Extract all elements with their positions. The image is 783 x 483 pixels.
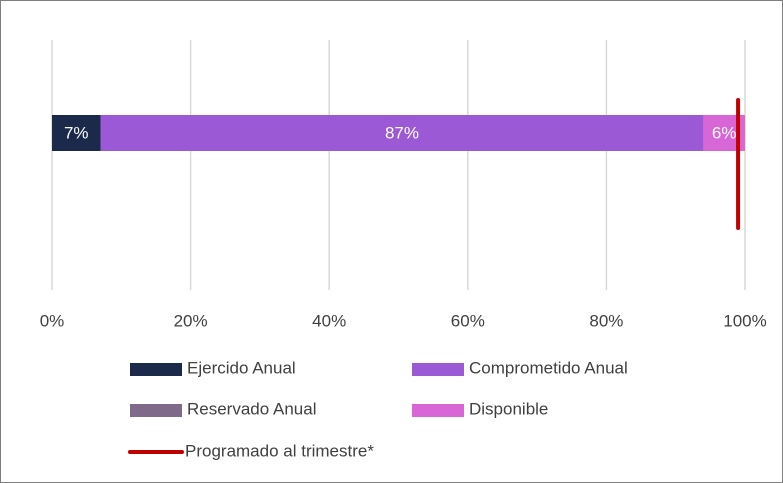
x-tick-label: 60% [451, 311, 485, 330]
data-label: 6% [712, 123, 737, 142]
x-tick-label: 100% [723, 311, 766, 330]
legend-label: Programado al trimestre* [185, 441, 374, 460]
legend-swatch [412, 404, 464, 417]
legend-swatch [412, 363, 464, 376]
data-label: 87% [385, 123, 419, 142]
legend-label: Reservado Anual [187, 399, 316, 418]
x-tick-label: 20% [174, 311, 208, 330]
legend-label: Disponible [469, 399, 548, 418]
legend-label: Ejercido Anual [187, 358, 296, 377]
legend-swatch [130, 363, 182, 376]
x-tick-label: 0% [40, 311, 65, 330]
x-tick-label: 40% [312, 311, 346, 330]
legend-swatch [130, 404, 182, 417]
bar-segment [52, 115, 101, 151]
legend-label: Comprometido Anual [469, 358, 628, 377]
data-label: 7% [64, 123, 89, 142]
x-tick-label: 80% [589, 311, 623, 330]
bar-segment [100, 115, 704, 151]
